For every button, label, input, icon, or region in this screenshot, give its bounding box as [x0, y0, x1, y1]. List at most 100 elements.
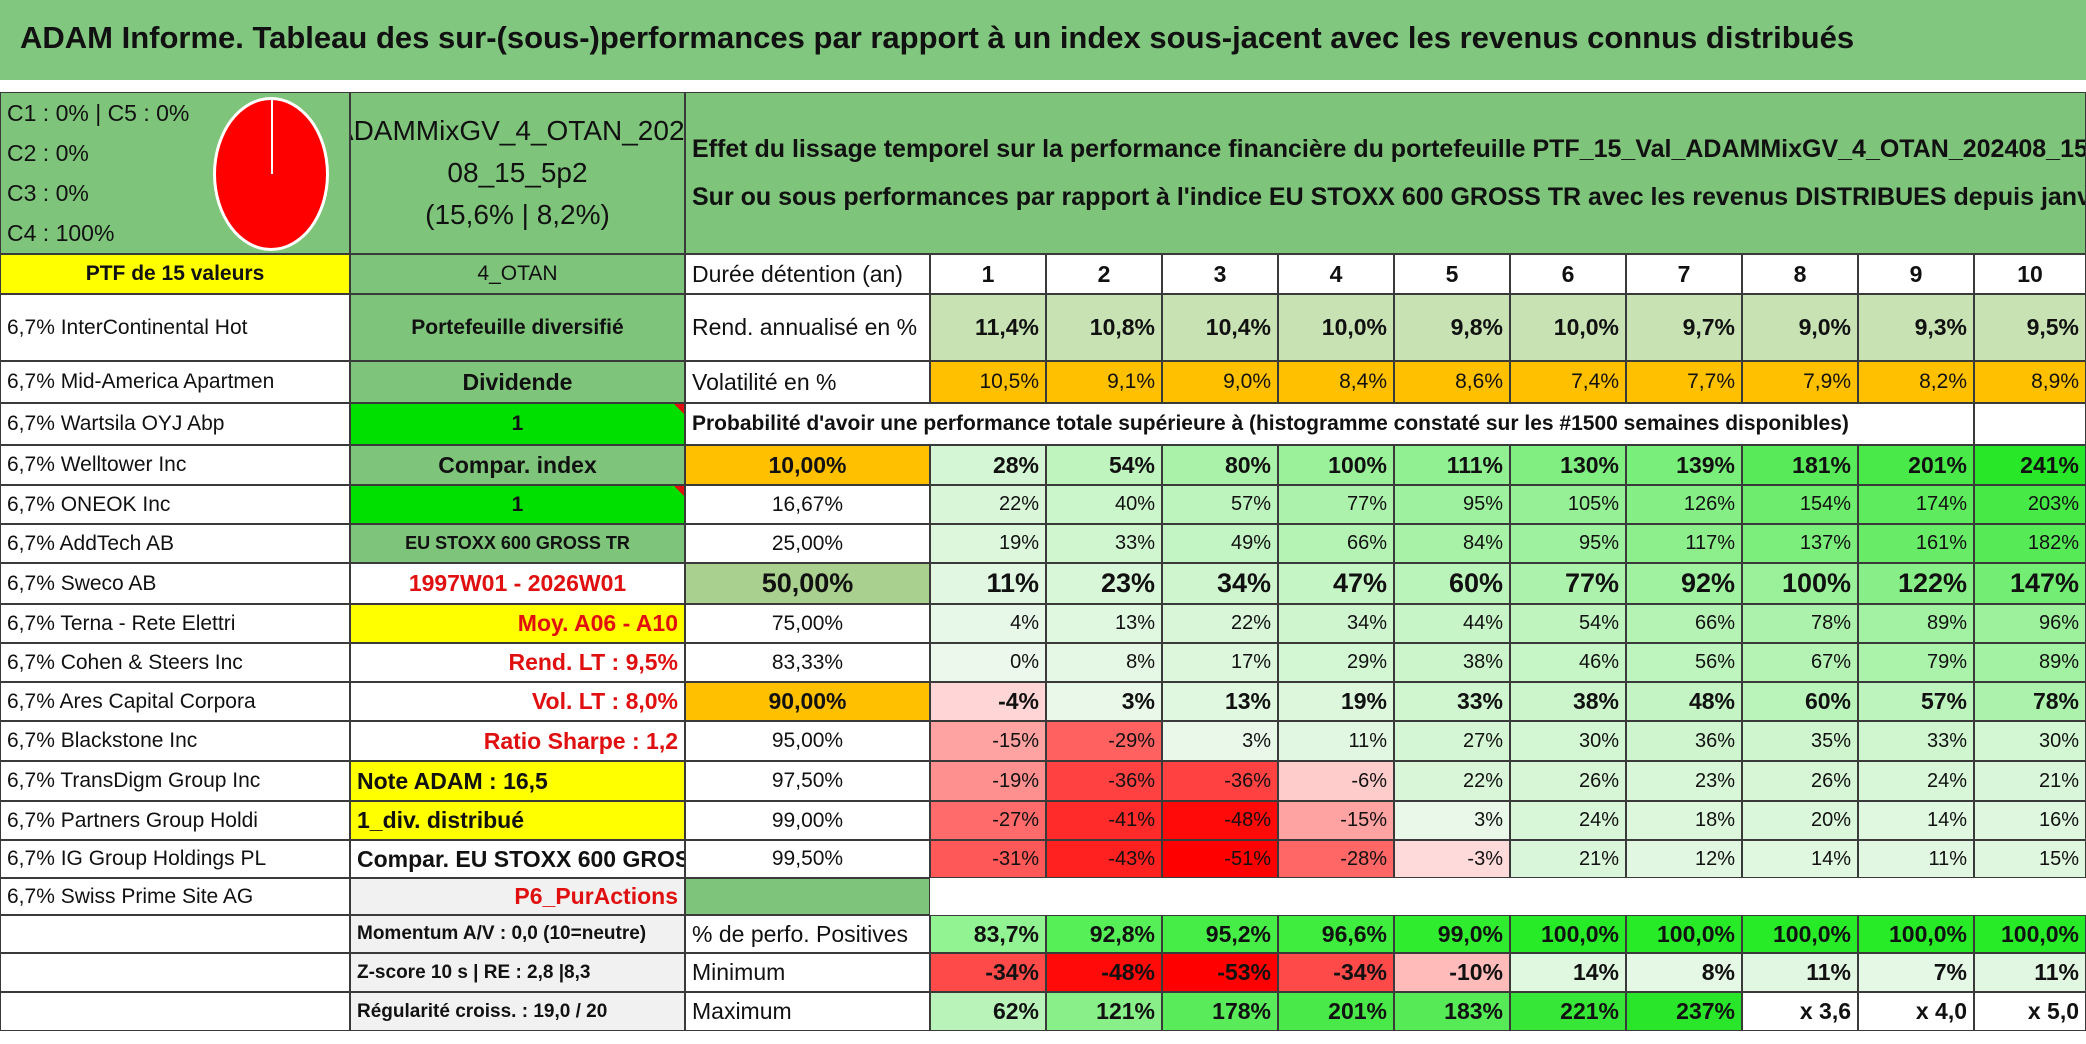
info-cell: Moy. A06 - A10: [350, 604, 685, 643]
probability-value: 154%: [1742, 485, 1858, 524]
probability-value: 100%: [1278, 445, 1394, 485]
probability-value: 27%: [1394, 721, 1510, 761]
probability-value: 8%: [1046, 643, 1162, 682]
probability-value: 80%: [1162, 445, 1278, 485]
probability-value: 17%: [1162, 643, 1278, 682]
probability-value: 57%: [1858, 682, 1974, 721]
portfolio-count: PTF de 15 valeurs: [0, 254, 350, 294]
probability-value: 201%: [1858, 445, 1974, 485]
vol-value: 8,9%: [1974, 361, 2086, 403]
probability-value: 95%: [1510, 524, 1626, 563]
probability-value: -27%: [930, 801, 1046, 840]
positive-label: % de perfo. Positives: [685, 915, 930, 953]
probability-value: -15%: [930, 721, 1046, 761]
probability-value: 13%: [1046, 604, 1162, 643]
probability-value: 14%: [1742, 840, 1858, 878]
positive-value: 96,6%: [1278, 915, 1394, 953]
minimum-value: -34%: [1278, 953, 1394, 992]
info-cell: Compar. index: [350, 445, 685, 485]
maximum-value: x 4,0: [1858, 992, 1974, 1031]
empty-cell: [1974, 403, 2086, 445]
vol-label: Volatilité en %: [685, 361, 930, 403]
minimum-value: -10%: [1394, 953, 1510, 992]
holding-item: 6,7% IG Group Holdings PL: [0, 840, 350, 878]
probability-value: -6%: [1278, 761, 1394, 801]
rend-label: Rend. annualisé en %: [685, 294, 930, 361]
probability-value: 36%: [1626, 721, 1742, 761]
positive-value: 100,0%: [1510, 915, 1626, 953]
year-header: 2: [1046, 254, 1162, 294]
portfolio-name: ADAMMixGV_4_OTAN_2024 08_15_5p2 (15,6% | 8…: [350, 92, 685, 254]
rend-value: 11,4%: [930, 294, 1046, 361]
probability-value: 77%: [1510, 563, 1626, 604]
positive-value: 99,0%: [1394, 915, 1510, 953]
info-cell: Rend. LT : 9,5%: [350, 643, 685, 682]
rend-value: 10,8%: [1046, 294, 1162, 361]
probability-value: 33%: [1046, 524, 1162, 563]
probability-value: 67%: [1742, 643, 1858, 682]
probability-value: 28%: [930, 445, 1046, 485]
minimum-value: -53%: [1162, 953, 1278, 992]
positive-value: 100,0%: [1858, 915, 1974, 953]
holding-item: 6,7% Ares Capital Corpora: [0, 682, 350, 721]
year-header: 6: [1510, 254, 1626, 294]
rend-value: 10,4%: [1162, 294, 1278, 361]
probability-header: Probabilité d'avoir une performance tota…: [685, 403, 1974, 445]
probability-threshold: 99,00%: [685, 801, 930, 840]
probability-threshold: 95,00%: [685, 721, 930, 761]
minimum-value: 11%: [1974, 953, 2086, 992]
probability-value: -36%: [1162, 761, 1278, 801]
probability-value: 19%: [1278, 682, 1394, 721]
probability-value: -41%: [1046, 801, 1162, 840]
probability-threshold: 50,00%: [685, 563, 930, 604]
probability-value: 60%: [1394, 563, 1510, 604]
probability-value: 40%: [1046, 485, 1162, 524]
probability-value: 111%: [1394, 445, 1510, 485]
year-header: 5: [1394, 254, 1510, 294]
rend-value: 9,5%: [1974, 294, 2086, 361]
probability-value: 22%: [930, 485, 1046, 524]
probability-value: 161%: [1858, 524, 1974, 563]
empty-cell: [0, 915, 350, 953]
rend-value: 9,7%: [1626, 294, 1742, 361]
info-cell: Ratio Sharpe : 1,2: [350, 721, 685, 761]
allocation-line: C1 : 0% | C5 : 0%: [7, 100, 190, 126]
probability-value: 26%: [1510, 761, 1626, 801]
probability-value: 48%: [1626, 682, 1742, 721]
holding-item: 6,7% Terna - Rete Elettri: [0, 604, 350, 643]
holding-item: 6,7% AddTech AB: [0, 524, 350, 563]
info-cell: 1997W01 - 2026W01: [350, 563, 685, 604]
year-header: 3: [1162, 254, 1278, 294]
positive-value: 100,0%: [1742, 915, 1858, 953]
maximum-value: 183%: [1394, 992, 1510, 1031]
maximum-value: 121%: [1046, 992, 1162, 1031]
probability-value: -4%: [930, 682, 1046, 721]
vol-value: 8,2%: [1858, 361, 1974, 403]
probability-value: 54%: [1510, 604, 1626, 643]
probability-value: 89%: [1858, 604, 1974, 643]
probability-value: 95%: [1394, 485, 1510, 524]
holding-item: 6,7% Partners Group Holdi: [0, 801, 350, 840]
probability-value: 78%: [1974, 682, 2086, 721]
probability-value: 3%: [1162, 721, 1278, 761]
probability-value: 105%: [1510, 485, 1626, 524]
probability-value: 79%: [1858, 643, 1974, 682]
empty-cell: [685, 878, 930, 915]
info-cell: Momentum A/V : 0,0 (10=neutre): [350, 915, 685, 953]
duration-label: Durée détention (an): [685, 254, 930, 294]
probability-value: 16%: [1974, 801, 2086, 840]
holding-item: 6,7% Blackstone Inc: [0, 721, 350, 761]
probability-value: 4%: [930, 604, 1046, 643]
probability-value: 11%: [930, 563, 1046, 604]
probability-value: 182%: [1974, 524, 2086, 563]
probability-value: 47%: [1278, 563, 1394, 604]
probability-value: 29%: [1278, 643, 1394, 682]
maximum-value: x 5,0: [1974, 992, 2086, 1031]
positive-value: 92,8%: [1046, 915, 1162, 953]
probability-value: 38%: [1510, 682, 1626, 721]
year-header: 8: [1742, 254, 1858, 294]
minimum-value: 14%: [1510, 953, 1626, 992]
probability-value: 3%: [1046, 682, 1162, 721]
probability-value: 38%: [1394, 643, 1510, 682]
info-cell: 1: [350, 485, 685, 524]
